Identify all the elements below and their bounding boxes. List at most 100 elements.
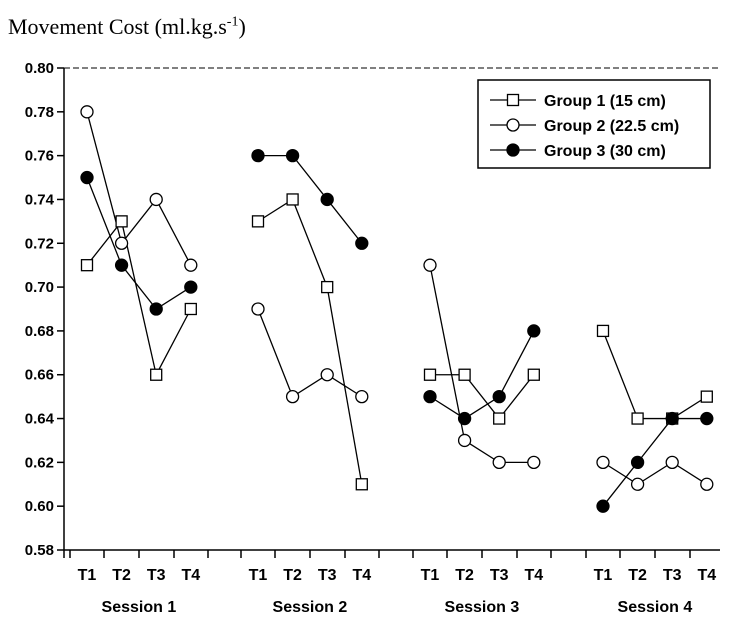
series-2-point — [149, 192, 163, 207]
series-2-point — [700, 477, 714, 491]
y-tick-label: 0.80 — [25, 60, 54, 77]
y-axis-title-close: ) — [238, 14, 246, 39]
y-axis-title-main: Movement Cost (ml.kg.s — [8, 14, 227, 39]
series-3-point — [630, 455, 645, 470]
series-2-point — [285, 389, 300, 404]
series-2-line — [257, 308, 363, 398]
x-tick-label: T1 — [78, 567, 97, 584]
y-tick-label: 0.76 — [25, 148, 54, 165]
series-1-point — [286, 193, 299, 206]
series-3-point — [251, 148, 265, 163]
series-3-line — [602, 417, 707, 507]
legend-label: Group 1 (15 cm) — [544, 93, 666, 110]
y-tick-label: 0.72 — [25, 235, 54, 252]
series-1-point — [150, 368, 163, 381]
series-3-point — [527, 324, 541, 338]
series-1-point — [184, 302, 197, 316]
series-1-point — [115, 215, 128, 228]
series-3-point — [457, 411, 472, 426]
legend-marker — [506, 118, 520, 132]
session-label: Session 4 — [618, 599, 693, 616]
legend-label: Group 3 (30 cm) — [544, 143, 666, 160]
series-2-point — [114, 236, 129, 250]
x-tick-label: T1 — [594, 567, 613, 584]
x-tick-label: T4 — [697, 567, 716, 584]
y-tick-label: 0.60 — [25, 498, 54, 515]
x-tick-label: T3 — [147, 567, 166, 584]
x-tick-label: T2 — [455, 567, 474, 584]
series-2-point — [457, 433, 472, 448]
x-tick-label: T2 — [112, 567, 131, 584]
series-1-point — [493, 412, 506, 425]
y-tick-label: 0.78 — [25, 104, 54, 121]
series-2-point — [665, 455, 679, 470]
series-2-line — [429, 265, 534, 464]
legend-marker — [506, 93, 520, 107]
y-axis-title-exponent: -1 — [226, 14, 239, 30]
x-tick-label: T1 — [249, 567, 268, 584]
y-axis-title: Movement Cost (ml.kg.s-1) — [8, 14, 246, 40]
legend-label: Group 2 (22.5 cm) — [544, 118, 679, 135]
series-2-point — [492, 455, 506, 470]
series-3-point — [80, 170, 94, 185]
series-2-point — [527, 455, 541, 470]
session-label: Session 2 — [273, 599, 348, 616]
x-tick-label: T4 — [352, 567, 371, 584]
y-tick-label: 0.74 — [25, 191, 55, 208]
series-2-point — [630, 477, 645, 491]
series-2-point — [184, 258, 198, 272]
x-tick-label: T1 — [421, 567, 440, 584]
y-tick-label: 0.68 — [25, 323, 54, 340]
x-tick-label: T2 — [628, 567, 647, 584]
series-1-point — [321, 280, 334, 294]
series-2-point — [320, 368, 334, 382]
series-3-point — [114, 258, 129, 272]
series-2-line — [86, 111, 192, 266]
series-1-point — [458, 368, 471, 381]
series-1-line — [257, 198, 363, 485]
session-label: Session 3 — [445, 599, 520, 616]
series-3-point — [320, 192, 334, 207]
series-3-point — [423, 389, 437, 404]
series-1-point — [631, 412, 644, 425]
series-3-point — [149, 302, 163, 316]
series-3-line — [429, 330, 535, 420]
series-3-line — [86, 177, 192, 310]
series-1-point — [596, 324, 610, 338]
y-tick-label: 0.62 — [25, 454, 54, 471]
series-1-point — [355, 478, 368, 491]
series-1-point — [527, 368, 540, 381]
series-3-point — [596, 499, 610, 513]
series-3-point — [665, 411, 679, 426]
series-3-line — [258, 154, 363, 244]
series-1-line — [430, 374, 535, 420]
series-2-point — [596, 455, 610, 470]
x-tick-label: T2 — [283, 567, 302, 584]
session-label: Session 1 — [102, 599, 177, 616]
x-tick-label: T3 — [318, 567, 337, 584]
x-tick-label: T4 — [181, 567, 200, 584]
series-1-line — [86, 219, 192, 377]
x-tick-label: T4 — [524, 567, 543, 584]
series-2-point — [251, 302, 265, 316]
y-tick-label: 0.58 — [25, 542, 54, 559]
series-1-point — [80, 259, 94, 272]
series-1-line — [602, 330, 708, 420]
series-1-point — [700, 390, 713, 403]
series-2-line — [602, 461, 708, 486]
series-3-point — [355, 236, 369, 250]
series-3-point — [184, 280, 198, 294]
series-1-point — [423, 368, 437, 381]
legend-marker — [506, 143, 520, 157]
series-2-point — [80, 105, 94, 119]
series-2-point — [423, 258, 437, 272]
series-2-point — [355, 389, 369, 404]
y-tick-label: 0.70 — [25, 279, 54, 296]
y-tick-label: 0.64 — [25, 411, 55, 428]
series-3-point — [492, 389, 506, 404]
series-3-point — [285, 148, 300, 163]
series-3-point — [700, 411, 714, 426]
y-tick-label: 0.66 — [25, 367, 54, 384]
